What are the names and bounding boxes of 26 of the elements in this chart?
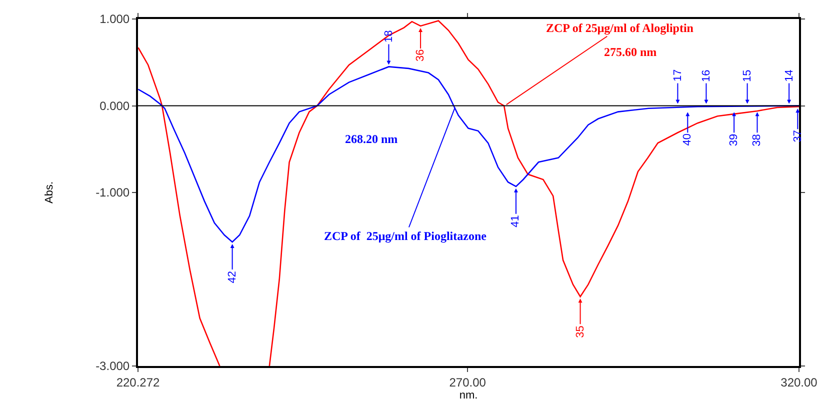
annotation: 39 (728, 134, 740, 146)
annotation: 35 (574, 326, 587, 338)
annotation: 37 (792, 130, 804, 142)
annotation: 38 (751, 134, 764, 146)
annotation: 17 (672, 69, 684, 82)
annotation: 40 (682, 133, 694, 146)
annotation: 15 (742, 70, 754, 82)
x-axis-title: nm. (459, 389, 478, 402)
y-tick-label: -3.000 (96, 359, 130, 374)
annotation: 268.20 nm (345, 132, 398, 146)
y-tick-label: 1.000 (100, 12, 130, 26)
annotation: 18 (383, 30, 396, 42)
annotation: 275.60 nm (604, 45, 657, 59)
annotation: 16 (700, 70, 712, 82)
x-tick-label: 220.272 (116, 375, 160, 390)
annotation: 14 (783, 70, 796, 82)
annotation: 41 (510, 215, 522, 228)
x-tick-label: 320.00 (780, 375, 818, 390)
y-tick-label: 0.000 (100, 98, 130, 113)
y-axis-title: Abs. (44, 181, 56, 204)
annotation: 36 (414, 49, 427, 62)
y-tick-label: -1.000 (96, 186, 130, 200)
annotation: ZCP of 25μg/ml of Pioglitazone (324, 229, 488, 243)
annotation: 42 (226, 271, 238, 284)
annotation: ZCP of 25μg/ml of Alogliptin (546, 21, 694, 35)
x-tick-label: 270.00 (449, 375, 486, 390)
